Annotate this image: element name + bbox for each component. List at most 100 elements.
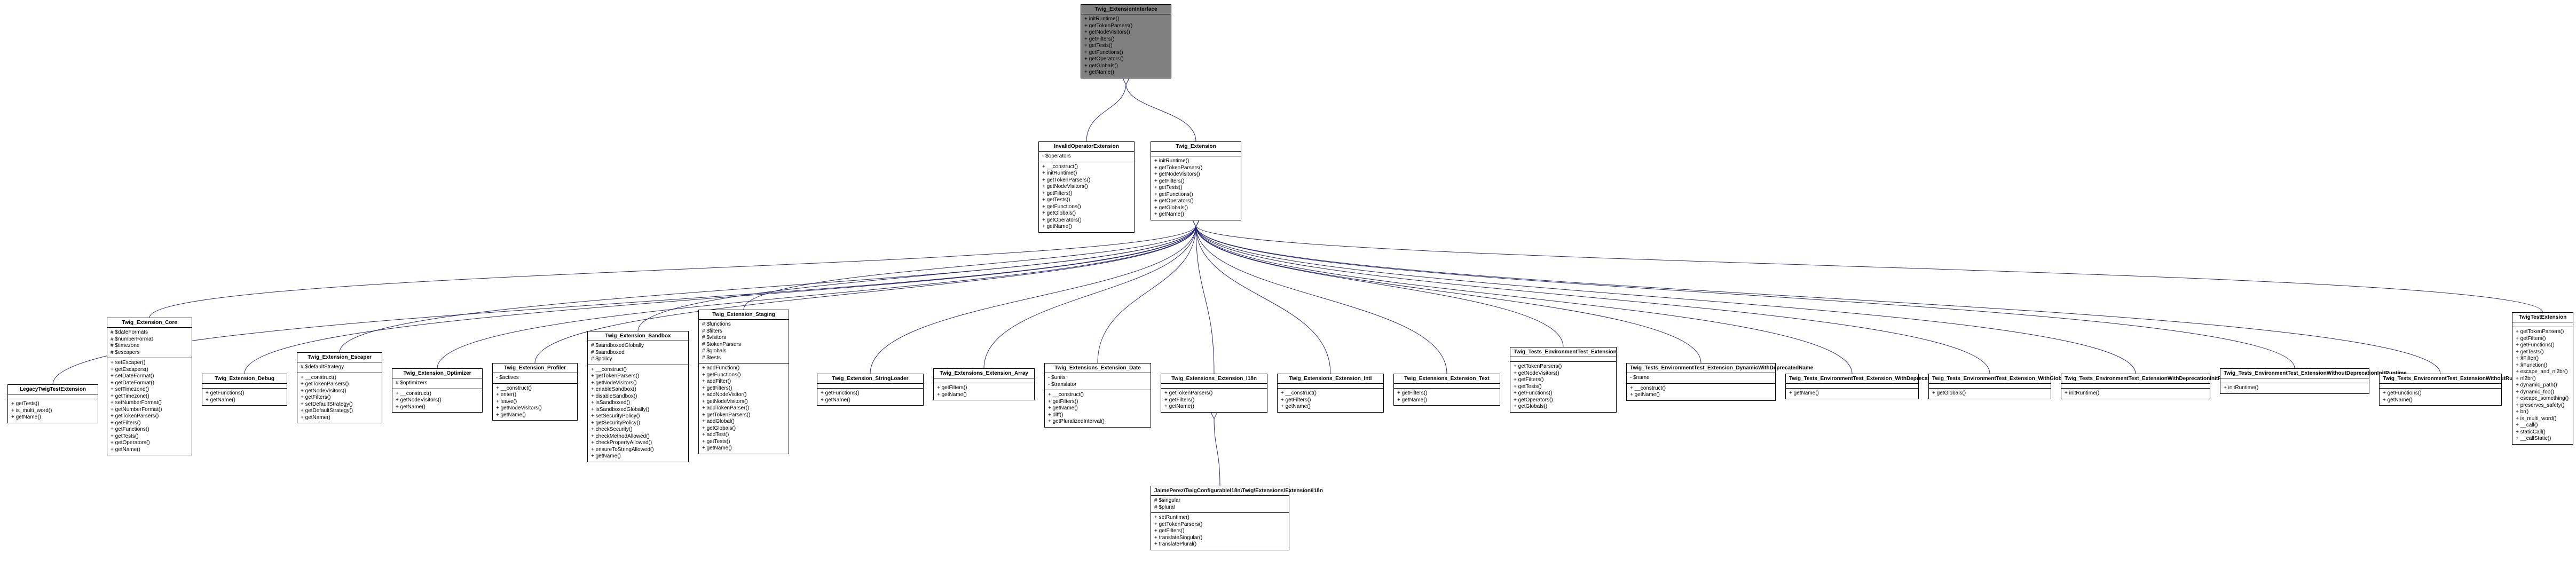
class-member: §Filter() xyxy=(2516,355,2570,362)
class-node-optimizer: Twig_Extension_Optimizer$optimizers__con… xyxy=(392,368,483,413)
class-member: nl2br() xyxy=(2516,376,2570,383)
class-member: isSandboxed() xyxy=(591,400,685,407)
class-section: addFunction()getFunctions()addFilter()ge… xyxy=(699,364,789,454)
class-section: __construct()getFilters()getName()diff()… xyxy=(1045,390,1151,427)
class-member: $sandboxed xyxy=(591,350,685,357)
class-member: getTokenParsers() xyxy=(1154,522,1286,528)
class-member: getOperators() xyxy=(1514,397,1613,404)
class-section: getTokenParsers()getFilters()getFunction… xyxy=(2512,327,2573,444)
class-member: getTests() xyxy=(2516,349,2570,356)
class-section: getFilters()getName() xyxy=(934,383,1034,400)
class-member: $tokenParsers xyxy=(702,342,785,349)
class-member: getTests() xyxy=(111,433,188,440)
class-member: getGlobals() xyxy=(702,425,785,432)
class-member: getName() xyxy=(1397,397,1496,404)
class-member: getTokenParsers() xyxy=(1154,165,1238,172)
class-member: __construct() xyxy=(1281,390,1380,397)
class-member: getFilters() xyxy=(301,394,379,401)
class-member: getTokenParsers() xyxy=(1084,23,1168,30)
class-member: getTokenParsers() xyxy=(702,412,785,419)
class-node-envglob: Twig_Tests_EnvironmentTest_Extension_Wit… xyxy=(1928,374,2051,399)
class-section xyxy=(1786,384,1918,389)
class-section: getGlobals() xyxy=(1929,389,2051,399)
inheritance-edge xyxy=(870,226,1196,374)
class-member: escape_something() xyxy=(2516,396,2570,402)
class-section xyxy=(934,378,1034,383)
class-member: getNodeVisitors() xyxy=(301,388,379,395)
class-section: $sandboxedGlobally$sandboxed$policy xyxy=(588,341,688,365)
class-section xyxy=(2512,322,2573,327)
class-section xyxy=(1151,152,1241,156)
class-member: getSecurityPolicy() xyxy=(591,420,685,427)
class-title: Twig_Extension_Sandbox xyxy=(588,331,688,341)
class-title: Twig_Extension_Staging xyxy=(699,310,789,320)
class-member: getEscapers() xyxy=(111,367,188,374)
class-member: getName() xyxy=(1084,69,1168,76)
inheritance-edge xyxy=(437,226,1196,369)
class-member: §Function() xyxy=(2516,362,2570,369)
class-member: getNodeVisitors() xyxy=(1042,184,1131,191)
class-member: getName() xyxy=(937,392,1031,399)
class-member: getFilters() xyxy=(1514,377,1613,384)
class-member: getFilters() xyxy=(1164,397,1264,404)
class-member: staticCall() xyxy=(2516,429,2570,436)
class-section: $actives xyxy=(493,373,577,384)
class-member: getTests() xyxy=(1084,43,1168,50)
class-section: initRuntime()getTokenParsers()getNodeVis… xyxy=(1151,156,1241,220)
class-section: setEscaper()getEscapers()setDateFormat()… xyxy=(107,358,192,455)
class-member: $tests xyxy=(702,355,785,362)
class-member: getFunctions() xyxy=(1084,50,1168,57)
class-title: JaimePerez\TwigConfigurableI18n\Twig\Ext… xyxy=(1151,486,1289,496)
class-member: $globals xyxy=(702,348,785,355)
class-member: getName() xyxy=(2383,397,2498,404)
class-member: getPluralizedInterval() xyxy=(1048,418,1147,425)
class-member: getName() xyxy=(1048,405,1147,412)
class-title: TwigTestExtension xyxy=(2512,313,2573,322)
class-section: $defaultStrategy xyxy=(297,362,382,373)
class-member: escape_and_nl2br() xyxy=(2516,369,2570,376)
class-member: getNodeVisitors() xyxy=(1084,29,1168,36)
class-title: Twig_Extension_Escaper xyxy=(297,353,382,362)
class-member: getTokenParsers() xyxy=(301,381,379,388)
class-member: getTests() xyxy=(11,401,94,408)
class-section xyxy=(1394,384,1500,389)
class-member: getFilters() xyxy=(1048,399,1147,406)
class-member: getOperators() xyxy=(1042,217,1131,224)
class-member: initRuntime() xyxy=(1084,16,1168,23)
class-node-legacy: LegacyTwigTestExtensiongetTests()is_mult… xyxy=(7,384,98,423)
class-member: getNodeVisitors() xyxy=(1154,171,1238,178)
class-title: Twig_Extension xyxy=(1151,142,1241,152)
inheritance-edge xyxy=(1086,84,1126,142)
class-section: initRuntime() xyxy=(2061,389,2210,399)
class-node-jaime: JaimePerez\TwigConfigurableI18n\Twig\Ext… xyxy=(1151,486,1289,550)
class-member: $actives xyxy=(496,375,574,382)
class-member: checkSecurity() xyxy=(591,426,685,433)
class-node-exttext: Twig_Extensions_Extension_TextgetFilters… xyxy=(1393,374,1500,406)
class-node-twigext: Twig_Extension initRuntime()getTokenParse… xyxy=(1151,141,1241,220)
class-member: __call() xyxy=(2516,422,2570,429)
class-member: initRuntime() xyxy=(2224,385,2366,392)
inheritance-edge xyxy=(1196,226,1330,374)
class-node-iface: Twig_ExtensionInterfaceinitRuntime()getT… xyxy=(1081,4,1171,78)
class-member: $defaultStrategy xyxy=(301,364,379,371)
class-member: __construct() xyxy=(301,375,379,382)
class-title: Twig_Extensions_Extension_I18n xyxy=(1161,374,1267,384)
class-member: getNodeVisitors() xyxy=(1514,370,1613,377)
class-member: isSandboxedGlobally() xyxy=(591,407,685,414)
class-section xyxy=(1929,384,2051,389)
class-member: addGlobal() xyxy=(702,418,785,425)
class-section: setRuntime()getTokenParsers()getFilters(… xyxy=(1151,513,1289,550)
class-section: $functions$filters$visitors$tokenParsers… xyxy=(699,320,789,364)
class-node-envdyn: Twig_Tests_EnvironmentTest_Extension_Dyn… xyxy=(1626,363,1776,401)
class-member: getTests() xyxy=(1154,185,1238,192)
class-section: __construct()getFilters()getName() xyxy=(1278,389,1383,412)
class-member: getFilters() xyxy=(2516,336,2570,343)
class-node-invalid: InvalidOperatorExtension$operators__cons… xyxy=(1038,141,1135,233)
class-section: getFilters()getName() xyxy=(1394,389,1500,405)
class-member: $singular xyxy=(1154,497,1286,504)
class-member: getFunctions() xyxy=(1042,204,1131,211)
class-member: getName() xyxy=(111,447,188,454)
class-member: $functions xyxy=(702,321,785,328)
class-member: setDateFormat() xyxy=(111,373,188,380)
class-member: getOperators() xyxy=(111,440,188,447)
